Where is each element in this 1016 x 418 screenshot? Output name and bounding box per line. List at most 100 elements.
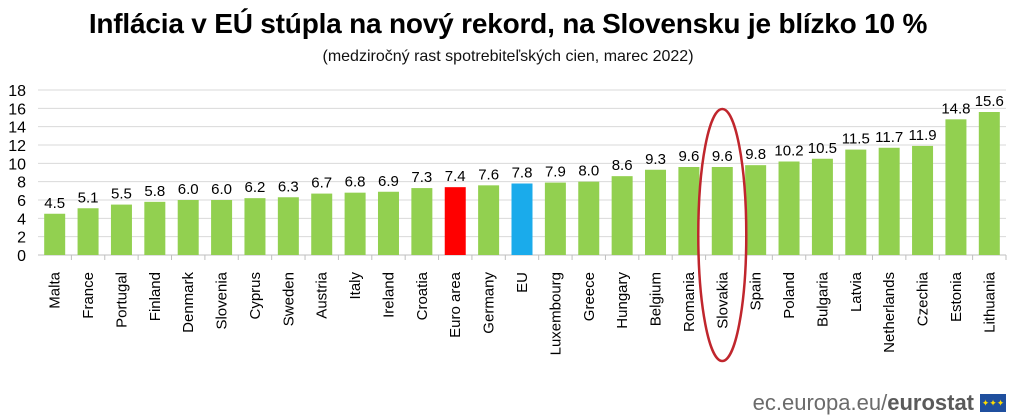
bar xyxy=(211,200,233,255)
bar xyxy=(845,149,867,255)
bar xyxy=(244,198,266,255)
bar xyxy=(811,158,833,255)
bar xyxy=(177,200,199,255)
value-label: 5.5 xyxy=(111,186,132,203)
value-label: 9.8 xyxy=(745,146,766,163)
y-tick-label: 18 xyxy=(8,83,26,100)
category-label: Poland xyxy=(781,272,798,319)
bar xyxy=(110,204,132,255)
value-label: 8.6 xyxy=(612,157,633,174)
value-label: 11.9 xyxy=(909,127,937,144)
category-label: Spain xyxy=(748,272,765,310)
category-label: Euro area xyxy=(447,271,464,338)
value-label: 6.3 xyxy=(278,178,299,195)
chart-title: Inflácia v EÚ stúpla na nový rekord, na … xyxy=(88,8,928,39)
value-label: 11.7 xyxy=(875,129,903,146)
category-label: Malta xyxy=(47,271,64,308)
value-label: 6.7 xyxy=(311,175,332,192)
category-label: Hungary xyxy=(614,272,631,329)
source-url: ec.europa.eu/eurostat xyxy=(752,390,974,415)
bar xyxy=(411,188,433,255)
value-label: 7.3 xyxy=(411,169,432,186)
value-label: 14.8 xyxy=(941,100,970,117)
value-label: 7.4 xyxy=(445,168,466,185)
bar xyxy=(478,185,500,255)
value-label: 8.0 xyxy=(578,163,599,180)
value-label: 6.2 xyxy=(245,179,266,196)
bar xyxy=(277,197,299,255)
bar xyxy=(945,119,967,255)
category-label: Bulgaria xyxy=(814,271,831,327)
y-tick-label: 16 xyxy=(8,101,26,118)
bar xyxy=(377,191,399,255)
category-label: Czechia xyxy=(915,271,932,326)
category-label: Croatia xyxy=(414,271,431,320)
category-label: Estonia xyxy=(948,271,965,322)
bar xyxy=(44,213,66,255)
value-label: 7.6 xyxy=(478,166,499,183)
value-label: 6.8 xyxy=(345,174,366,191)
value-label: 5.1 xyxy=(78,189,99,206)
category-label: Slovenia xyxy=(214,271,231,329)
y-tick-label: 10 xyxy=(8,156,26,173)
category-label: Cyprus xyxy=(247,272,264,320)
bar xyxy=(912,145,934,255)
value-label: 6.9 xyxy=(378,173,399,190)
bar xyxy=(144,201,166,255)
category-label: Latvia xyxy=(848,271,865,312)
bar xyxy=(344,192,366,255)
bar xyxy=(678,167,700,255)
bar xyxy=(578,181,600,255)
category-label: Greece xyxy=(581,272,598,321)
category-label: Romania xyxy=(681,271,698,332)
category-label: Denmark xyxy=(180,272,197,333)
value-label: 6.0 xyxy=(211,181,232,198)
category-label: Austria xyxy=(314,271,331,318)
value-label: 15.6 xyxy=(975,93,1004,110)
value-label: 6.0 xyxy=(178,181,199,198)
category-label: Ireland xyxy=(380,272,397,318)
category-label: Portugal xyxy=(113,272,130,328)
highlight-ellipse xyxy=(697,107,748,363)
bar xyxy=(544,182,566,255)
value-label: 11.5 xyxy=(842,131,870,148)
value-label: 10.2 xyxy=(774,143,803,160)
bar xyxy=(778,161,800,255)
category-label: Finland xyxy=(147,272,164,321)
y-tick-label: 12 xyxy=(8,138,26,155)
bar xyxy=(711,167,733,255)
source-credit: ec.europa.eu/eurostat ✦✦✦ xyxy=(753,390,1006,416)
category-label: Netherlands xyxy=(881,272,898,353)
value-label: 7.8 xyxy=(512,165,533,182)
y-tick-label: 8 xyxy=(17,175,26,192)
category-label: Luxembourg xyxy=(547,272,564,355)
value-label: 10.5 xyxy=(808,140,837,157)
y-tick-label: 6 xyxy=(17,193,26,210)
category-label: Lithuania xyxy=(981,271,998,333)
bar xyxy=(745,165,767,255)
bar xyxy=(77,208,99,255)
y-tick-label: 14 xyxy=(8,120,26,137)
eu-flag-icon: ✦✦✦ xyxy=(980,394,1006,412)
category-label: Germany xyxy=(481,272,498,334)
category-label: Slovakia xyxy=(714,271,731,328)
value-label: 9.6 xyxy=(712,148,733,165)
bar xyxy=(311,193,333,255)
bar xyxy=(444,187,466,255)
category-label: Italy xyxy=(347,272,364,300)
bar xyxy=(978,112,1000,255)
bar xyxy=(611,176,633,255)
value-label: 4.5 xyxy=(44,195,65,212)
value-label: 9.6 xyxy=(678,148,699,165)
value-label: 9.3 xyxy=(645,151,666,168)
y-tick-label: 4 xyxy=(17,211,26,228)
category-label: France xyxy=(80,272,97,319)
value-label: 7.9 xyxy=(545,164,566,181)
value-label: 5.8 xyxy=(144,183,165,200)
bar xyxy=(878,147,900,255)
category-label: Sweden xyxy=(280,272,297,326)
chart-subtitle: (medziročný rast spotrebiteľských cien, … xyxy=(322,48,694,65)
bar xyxy=(511,183,533,255)
bar xyxy=(645,169,667,255)
